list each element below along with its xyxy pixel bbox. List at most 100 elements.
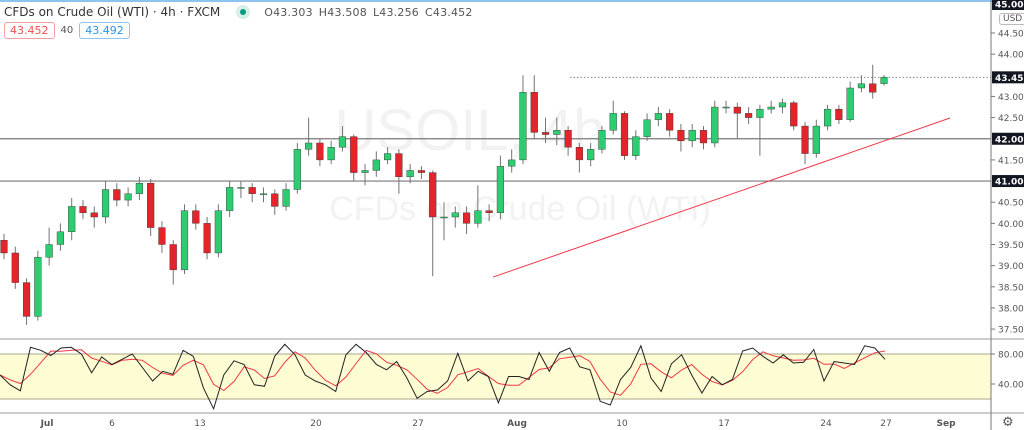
- time-tick-label: 6: [109, 419, 115, 429]
- candle-body-up: [711, 106, 719, 144]
- candle-body-down: [350, 136, 358, 173]
- candle: [79, 200, 87, 220]
- candle: [745, 107, 753, 124]
- candle: [135, 176, 143, 201]
- ohlc-open: O43.303: [264, 5, 313, 19]
- candle: [666, 109, 674, 137]
- candle-body-down: [462, 212, 471, 224]
- candle: [406, 164, 414, 184]
- candle-body-up: [440, 216, 448, 219]
- candle: [68, 197, 76, 241]
- candle: [654, 107, 662, 127]
- candle: [451, 206, 459, 228]
- candle-body-up: [688, 130, 696, 142]
- candle: [824, 104, 832, 131]
- top-price-label-bg: [992, 0, 1024, 10]
- candle: [259, 187, 268, 203]
- candle: [756, 104, 764, 156]
- candle: [327, 140, 335, 165]
- candle-body-up: [56, 231, 64, 245]
- price-tick-label: 39.500: [998, 241, 1024, 251]
- symbol-title[interactable]: CFDs on Crude Oil (WTI) · 4h · FXCM: [4, 5, 221, 19]
- candle: [0, 233, 8, 260]
- candle: [34, 250, 42, 321]
- candle-body-up: [124, 193, 132, 201]
- trade-badges: 43.452 40 43.492: [4, 22, 130, 39]
- time-tick-label: 13: [194, 419, 205, 429]
- candle: [632, 130, 640, 160]
- price-tick-label: 43.000: [998, 93, 1024, 103]
- level-price-label-bg: [992, 175, 1024, 188]
- time-tick-label: 20: [310, 419, 322, 429]
- candle-body-up: [101, 189, 110, 218]
- candle-body-down: [248, 187, 256, 194]
- candle-body-up: [237, 187, 245, 189]
- candle-body-up: [553, 130, 561, 135]
- candle: [722, 100, 730, 114]
- candle-body-down: [192, 210, 200, 224]
- candle: [338, 126, 347, 152]
- candle-body-up: [68, 206, 76, 233]
- candle-body-down: [271, 193, 279, 207]
- sell-price-button[interactable]: 43.452: [4, 22, 55, 39]
- trendline: [492, 117, 951, 278]
- candle-body-down: [745, 113, 753, 118]
- legend-header: CFDs on Crude Oil (WTI) · 4h · FXCM O43.…: [4, 5, 473, 19]
- candle-body-up: [654, 113, 662, 120]
- candle: [101, 181, 110, 224]
- currency-label[interactable]: USD: [999, 13, 1024, 25]
- candle: [350, 134, 358, 182]
- gear-icon[interactable]: ⚙: [1002, 415, 1014, 430]
- candle: [372, 151, 380, 177]
- candle: [11, 246, 19, 289]
- candle: [305, 117, 313, 156]
- candle-body-up: [361, 170, 369, 173]
- candle: [169, 240, 177, 285]
- buy-price-button[interactable]: 43.492: [79, 22, 130, 39]
- candle: [869, 64, 877, 99]
- candle-body-up: [338, 136, 347, 148]
- candle: [699, 126, 708, 150]
- candle-body-down: [169, 244, 177, 271]
- candle: [214, 204, 222, 258]
- candle-body-up: [824, 108, 832, 127]
- candle: [203, 217, 211, 260]
- candle-body-down: [575, 147, 583, 161]
- candle: [248, 183, 256, 203]
- candle: [395, 149, 403, 194]
- candle-body-down: [835, 108, 843, 120]
- candle: [575, 142, 583, 173]
- candle-body-up: [406, 170, 414, 178]
- candle: [271, 189, 279, 215]
- price-tick-label: 44.500: [998, 30, 1024, 40]
- level-price-label: 42.000: [995, 135, 1024, 145]
- ohlc-close: C43.452: [424, 5, 473, 19]
- candle: [113, 183, 121, 207]
- candle: [857, 75, 866, 93]
- candle: [22, 278, 31, 325]
- candle-body-down: [429, 172, 437, 218]
- top-border: [0, 0, 1024, 2]
- oscillator-tick-label: 40.00: [998, 381, 1024, 391]
- candle-body-up: [451, 212, 459, 218]
- time-tick-label: 24: [820, 419, 832, 429]
- candle-body-down: [158, 227, 166, 245]
- time-tick-label: Sep: [936, 419, 956, 429]
- candle-body-up: [384, 153, 392, 161]
- time-tick-label: Jul: [40, 419, 54, 429]
- candle: [56, 223, 64, 251]
- candle-body-down: [733, 106, 741, 114]
- candle-body-up: [180, 210, 189, 271]
- candle: [496, 155, 504, 220]
- candle-body-up: [259, 193, 268, 195]
- candle: [440, 202, 448, 241]
- candle: [688, 123, 696, 148]
- candle: [733, 102, 741, 139]
- candle: [835, 104, 843, 124]
- time-tick-label: 27: [880, 419, 891, 429]
- candle-body-up: [598, 130, 606, 150]
- candle-body-up: [722, 106, 730, 109]
- candle: [643, 113, 651, 141]
- candle-body-down: [147, 182, 155, 228]
